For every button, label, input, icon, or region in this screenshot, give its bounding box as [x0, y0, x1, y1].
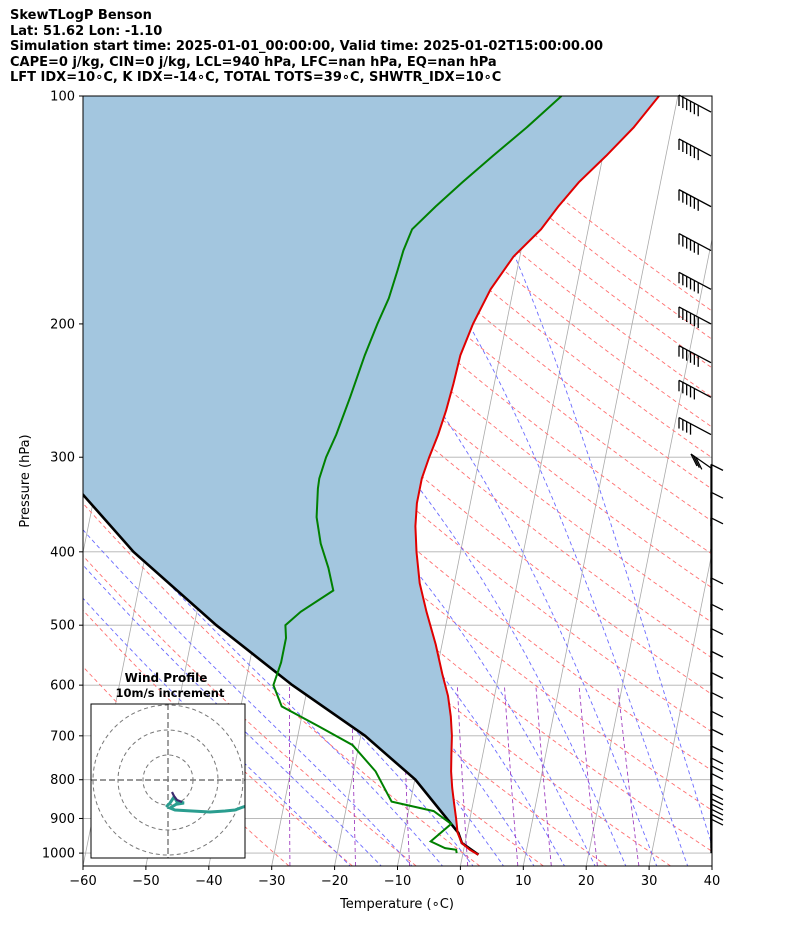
dry-adiabat — [83, 502, 481, 866]
y-tick-label: 100 — [50, 90, 75, 105]
wind-barb — [710, 808, 724, 844]
x-tick-label: 30 — [641, 874, 658, 889]
wind-barb — [678, 271, 712, 294]
wind-barb — [710, 650, 724, 686]
isotherm-line — [585, 237, 712, 866]
cin-shading — [83, 96, 659, 855]
wind-barb — [678, 138, 712, 161]
wind-barb — [710, 691, 724, 727]
x-tick-label: 20 — [578, 874, 595, 889]
hodograph-trace — [165, 794, 245, 814]
y-tick-label: 200 — [50, 317, 75, 332]
mixing-ratio-line — [535, 685, 552, 866]
wind-barb — [690, 453, 712, 470]
x-tick-label: −10 — [384, 874, 411, 889]
inset-title: Wind Profile — [125, 671, 208, 685]
dewpoint-line — [272, 96, 563, 854]
wind-profile-inset: Wind Profile 10m/s increment — [90, 671, 246, 859]
mixing-ratio-line — [578, 685, 598, 866]
indices-line-2: LFT IDX=10∘C, K IDX=-14∘C, TOTAL TOTS=39… — [10, 70, 502, 85]
y-tick-label: 800 — [50, 773, 75, 788]
isotherm-line — [460, 96, 616, 866]
wind-barb — [710, 803, 724, 838]
inset-subtitle: 10m/s increment — [116, 686, 225, 700]
x-tick-label: 40 — [704, 874, 721, 889]
mixing-ratio-line — [503, 685, 519, 866]
x-axis-label: Temperature (∘C) — [339, 897, 454, 912]
moist-adiabat — [83, 401, 505, 866]
moist-adiabat — [83, 597, 351, 866]
y-tick-label: 600 — [50, 679, 75, 694]
dry-adiabat — [209, 96, 712, 522]
inset-frame — [90, 703, 246, 859]
y-tick-label: 300 — [50, 451, 75, 466]
wind-barb — [678, 94, 712, 117]
wind-barb — [678, 306, 712, 329]
moist-adiabat — [83, 529, 413, 866]
wind-barb — [710, 728, 724, 763]
hodograph-upper-trace — [171, 791, 183, 804]
axes: −60 −50 −40 −30 −20 −10 0 10 20 30 40 100 200 300 400 5… — [42, 90, 720, 890]
moist-adiabat — [435, 96, 712, 847]
x-tick-label: 0 — [456, 874, 464, 889]
x-tick-label: −30 — [258, 874, 285, 889]
isotherm-line — [648, 550, 712, 866]
indices-line-1: CAPE=0 j/kg, CIN=0 j/kg, LCL=940 hPa, LF… — [10, 54, 497, 70]
isotherm-line — [711, 863, 712, 866]
y-tick-label: 400 — [50, 545, 75, 560]
wind-barb — [710, 517, 724, 552]
wind-barb — [710, 818, 724, 854]
dry-adiabat — [83, 555, 417, 866]
dry-adiabat — [144, 96, 712, 589]
time-line: Simulation start time: 2025-01-01_00:00:… — [10, 39, 603, 54]
wind-barb — [678, 345, 712, 367]
location-line: Lat: 51.62 Lon: -1.10 — [10, 23, 163, 39]
series-layer — [83, 96, 660, 856]
y-tick-label: 700 — [50, 729, 75, 744]
mixing-ratio-line — [617, 685, 640, 866]
wind-barb — [678, 189, 712, 211]
wind-barb — [710, 813, 724, 849]
plot-area: −60 −50 −40 −30 −20 −10 0 10 20 30 40 100 200 300 400 5… — [42, 90, 724, 890]
y-tick-label: 900 — [50, 812, 75, 827]
x-tick-label: −40 — [195, 874, 222, 889]
wind-barb — [710, 463, 724, 499]
wind-barb — [710, 671, 724, 707]
wind-barb — [678, 232, 712, 255]
moist-adiabat — [83, 564, 382, 866]
wind-barb — [710, 627, 724, 663]
moist-adiabat — [83, 491, 444, 866]
wind-barb — [678, 379, 712, 400]
y-axis-label: Pressure (hPa) — [18, 434, 33, 527]
wind-barb — [710, 577, 724, 612]
title-block: SkewTLogP Benson Lat: 51.62 Lon: -1.10 S… — [10, 8, 603, 86]
y-tick-label: 1000 — [42, 847, 75, 862]
wind-barb — [678, 416, 712, 436]
x-tick-label: −60 — [69, 874, 96, 889]
x-tick-label: −50 — [132, 874, 159, 889]
x-tick-label: −20 — [321, 874, 348, 889]
y-tick-label: 500 — [50, 619, 75, 634]
mixing-ratio-line — [456, 685, 469, 866]
dry-adiabat — [275, 96, 712, 459]
moist-adiabat — [299, 96, 689, 866]
x-tick-label: 10 — [515, 874, 532, 889]
wind-barb — [710, 710, 724, 746]
temperature-line — [414, 96, 660, 856]
chart-title: SkewTLogP Benson — [10, 8, 152, 23]
wind-barbs — [678, 94, 724, 854]
hodograph-layer — [91, 704, 245, 858]
dry-adiabat — [83, 138, 712, 695]
